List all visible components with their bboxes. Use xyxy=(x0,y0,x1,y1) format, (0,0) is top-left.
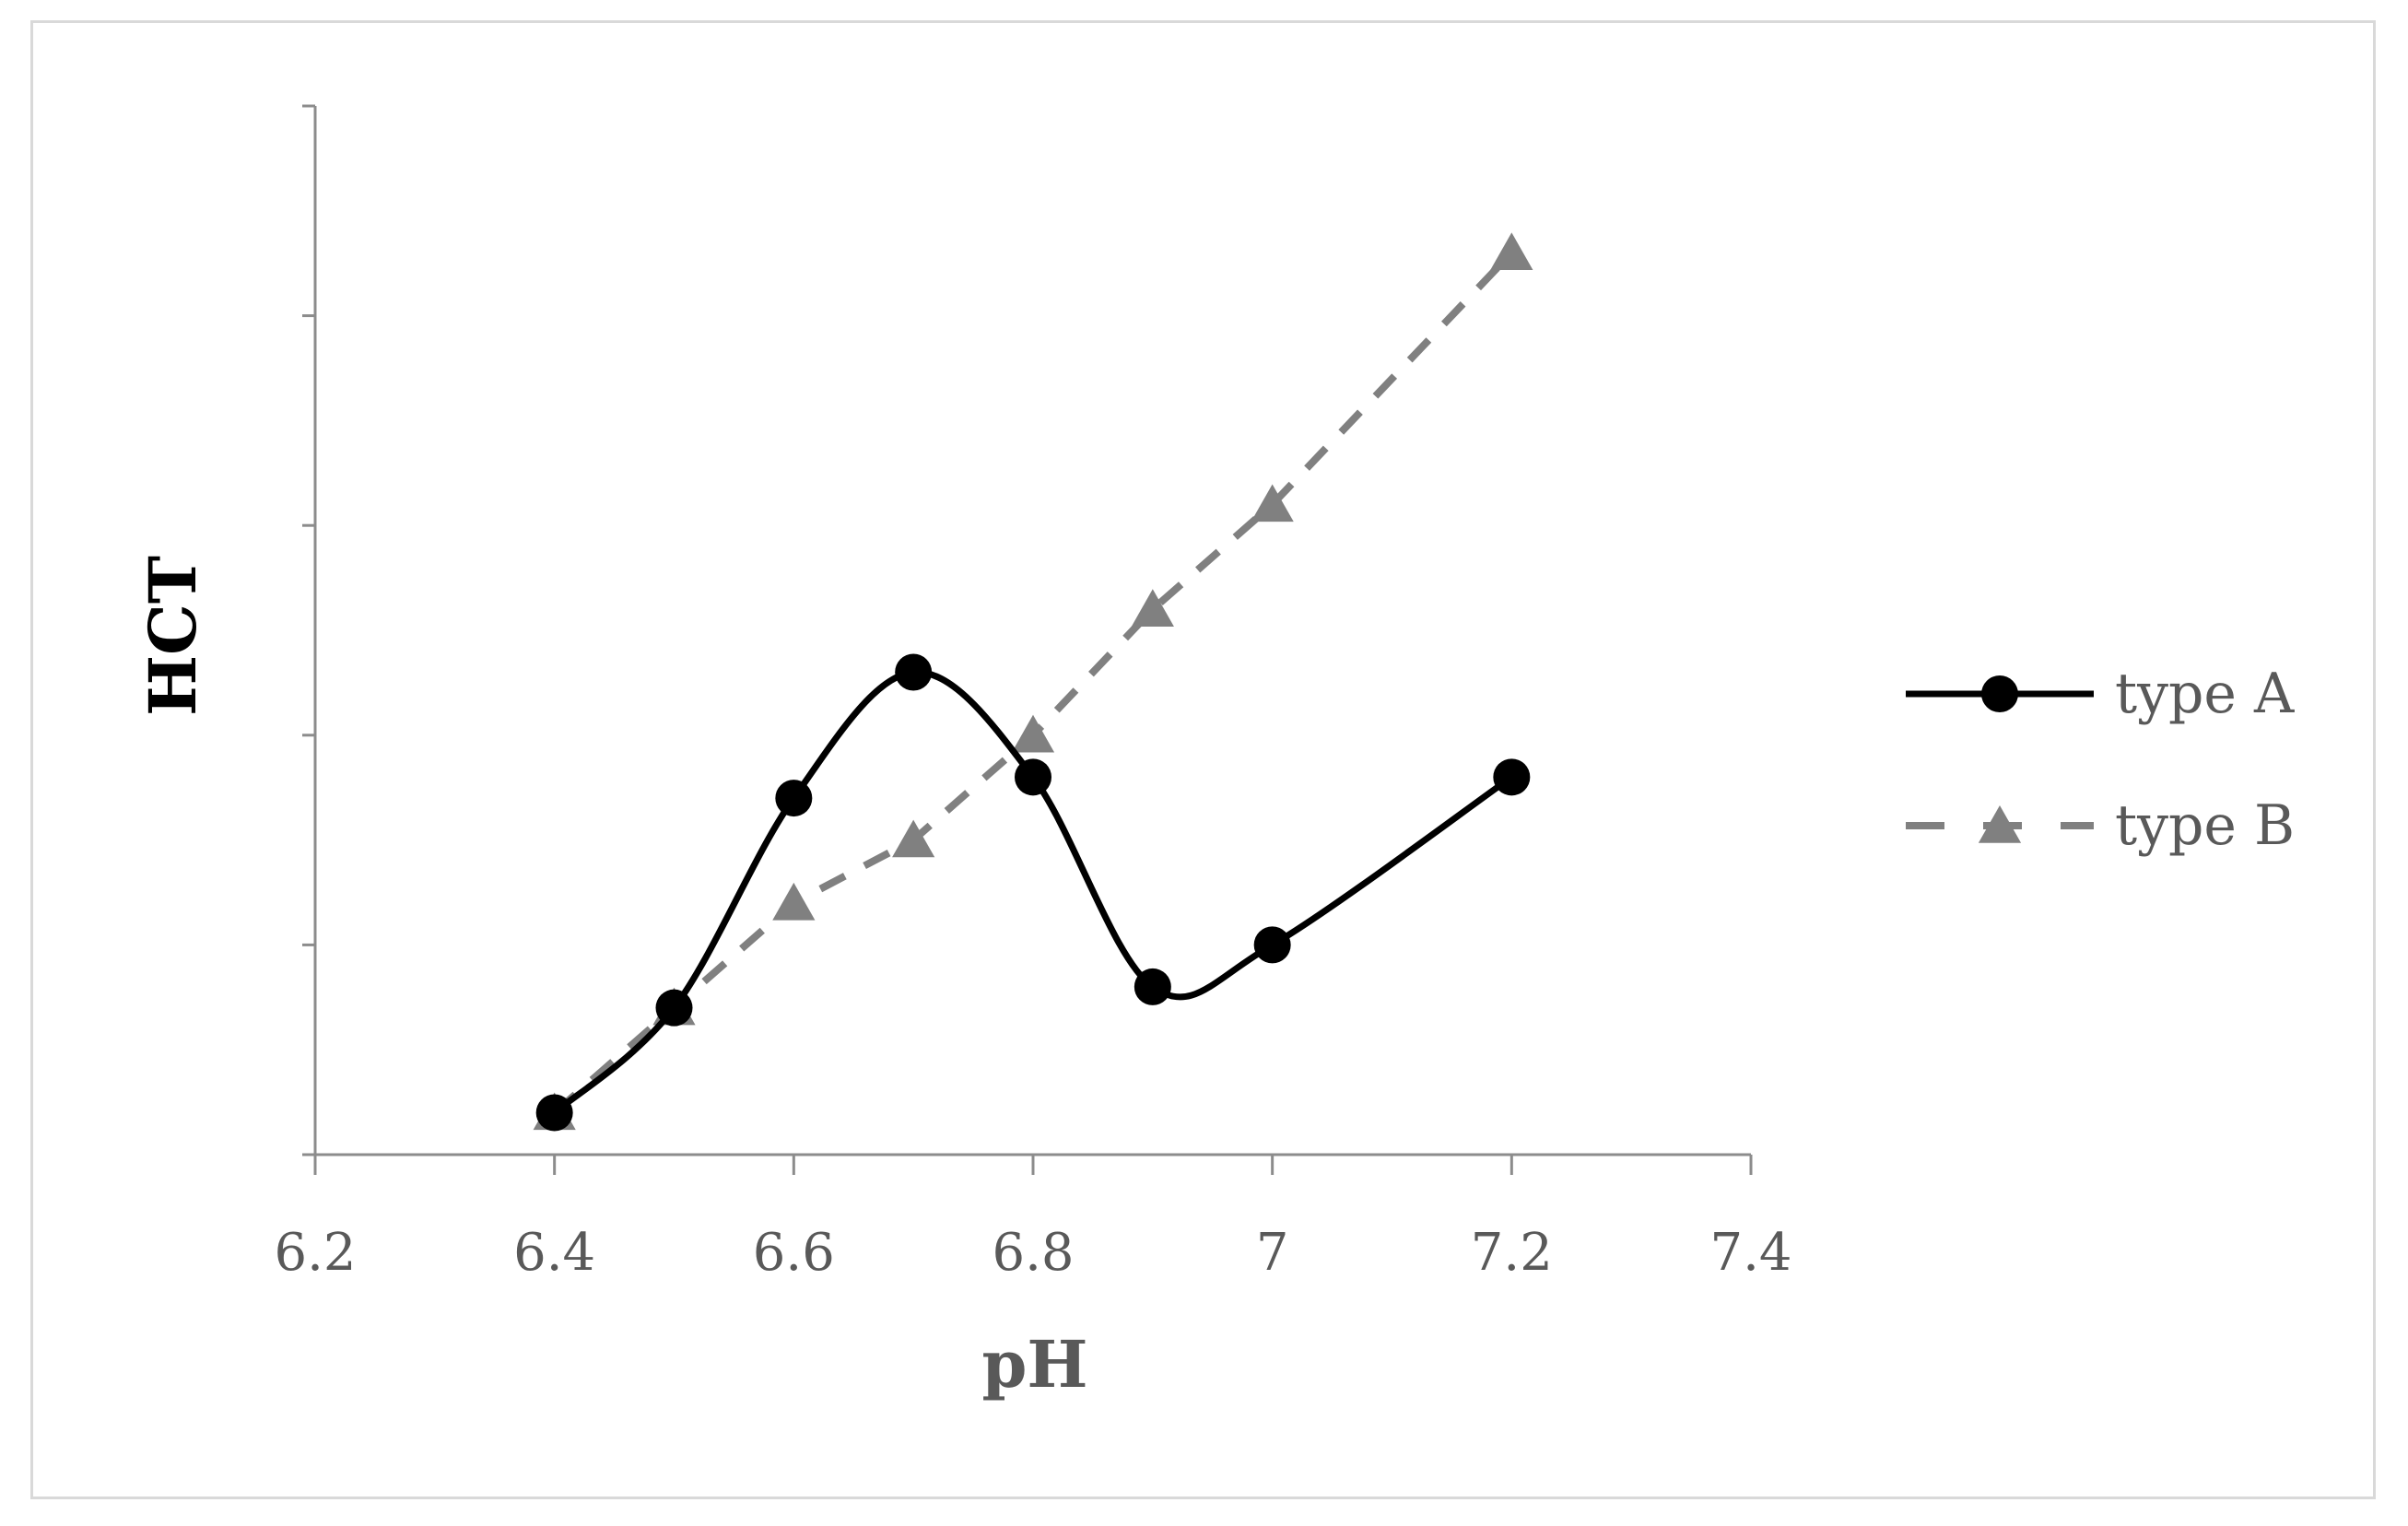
data-point xyxy=(1131,589,1174,627)
axes: 6.2 6.4 6.6 6.8 7 7.2 7.4 xyxy=(274,104,1792,1283)
series-layer xyxy=(533,232,1533,1132)
legend-marker xyxy=(1981,675,2018,712)
x-axis-title: pH xyxy=(981,1326,1087,1403)
data-point xyxy=(1251,484,1294,522)
x-tick-label: 7 xyxy=(1256,1223,1289,1283)
data-point xyxy=(1011,714,1055,753)
series-line xyxy=(552,250,1515,1116)
legend-item: type B xyxy=(1906,793,2295,858)
x-tick-label: 7.4 xyxy=(1709,1223,1791,1283)
legend-marker xyxy=(1978,805,2022,843)
data-point xyxy=(892,819,935,858)
legend-label: type A xyxy=(2115,662,2295,726)
x-tick-label: 6.8 xyxy=(992,1223,1074,1283)
chart-frame xyxy=(30,20,2376,1499)
x-tick-label: 6.2 xyxy=(274,1223,356,1283)
legend-item: type A xyxy=(1906,662,2295,726)
x-tick-label: 6.4 xyxy=(513,1223,595,1283)
data-point xyxy=(1253,926,1291,964)
data-point xyxy=(775,780,813,817)
data-point xyxy=(1134,968,1171,1005)
data-point xyxy=(1015,758,1051,796)
data-point xyxy=(1493,758,1531,796)
data-point xyxy=(1490,232,1533,271)
legend-label: type B xyxy=(2115,793,2295,858)
data-point xyxy=(895,653,933,691)
data-point xyxy=(772,882,816,921)
x-tick-label: 6.6 xyxy=(753,1223,835,1283)
legend: type A type B xyxy=(1906,662,2295,858)
data-point xyxy=(655,989,693,1027)
x-tick-label: 7.2 xyxy=(1471,1223,1553,1283)
series-type-a xyxy=(535,653,1531,1132)
data-point xyxy=(535,1094,573,1132)
y-axis-title: HCT xyxy=(135,556,211,716)
